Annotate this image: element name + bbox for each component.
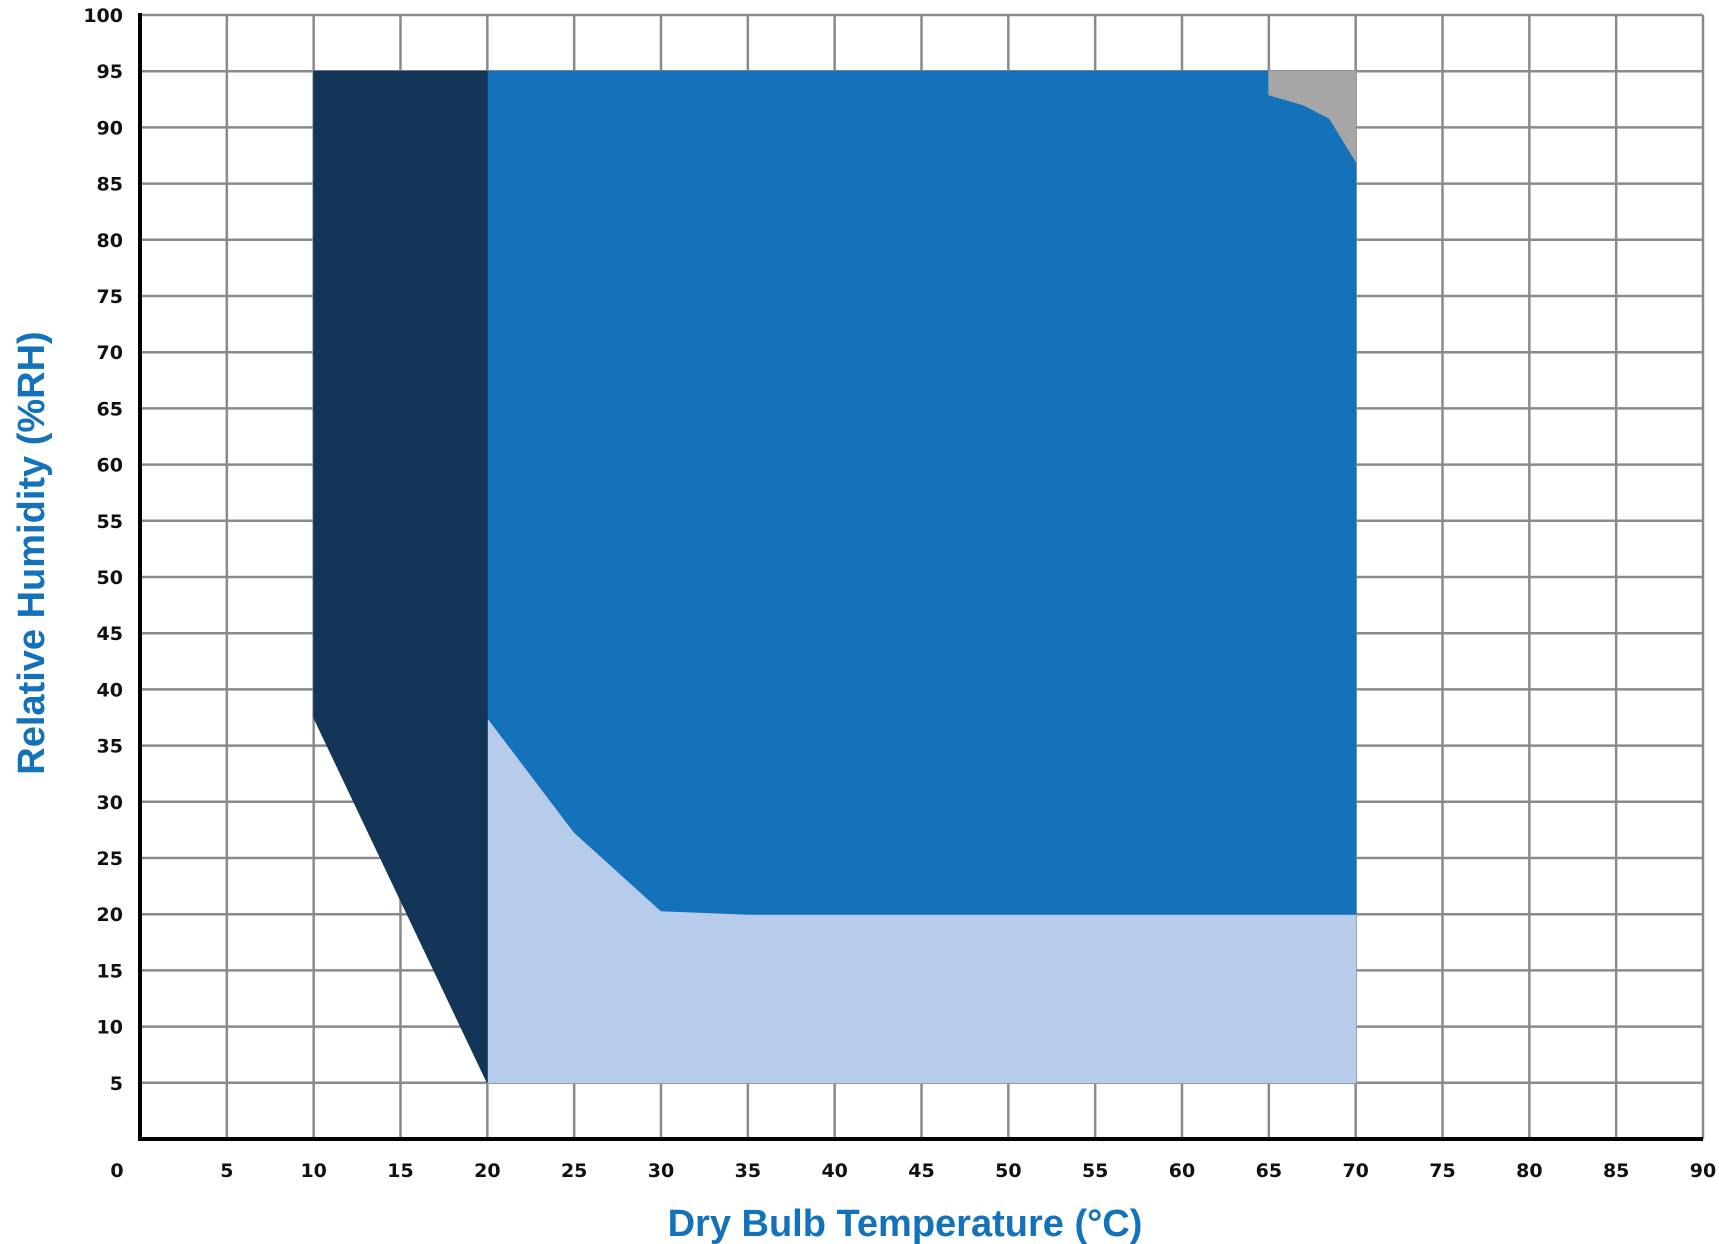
- x-tick-label-13: 65: [1256, 1160, 1282, 1182]
- y-tick-label-6: 35: [97, 736, 123, 758]
- x-tick-label-15: 75: [1429, 1160, 1455, 1182]
- x-tick-label-18: 90: [1690, 1160, 1716, 1182]
- y-tick-label-3: 20: [97, 904, 123, 926]
- y-tick-label-0: 5: [110, 1073, 123, 1095]
- x-tick-label-6: 30: [648, 1160, 674, 1182]
- x-tick-label-3: 15: [387, 1160, 413, 1182]
- x-axis-title: Dry Bulb Temperature (°C): [668, 1203, 1143, 1244]
- y-tick-label-15: 80: [97, 230, 123, 252]
- operating-region-1: [486, 70, 1357, 915]
- y-tick-label-8: 45: [97, 623, 123, 645]
- x-tick-label-2: 10: [300, 1160, 326, 1182]
- y-tick-label-11: 60: [97, 455, 123, 477]
- y-tick-label-1: 10: [97, 1017, 123, 1039]
- y-tick-label-7: 40: [97, 679, 123, 701]
- y-tick-label-4: 25: [97, 848, 123, 870]
- x-tick-label-5: 25: [561, 1160, 587, 1182]
- x-tick-label-8: 40: [821, 1160, 847, 1182]
- x-tick-label-17: 85: [1603, 1160, 1629, 1182]
- y-tick-label-17: 90: [97, 117, 123, 139]
- y-tick-label-10: 55: [97, 511, 123, 533]
- x-tick-label-4: 20: [474, 1160, 500, 1182]
- x-tick-labels: 0 5 10 15 20 25 30 35 40 45 50 55 60 65 70 75 80 85 90: [110, 1160, 1716, 1182]
- axes: [138, 13, 1703, 1141]
- x-tick-label-14: 70: [1342, 1160, 1368, 1182]
- y-tick-labels: 5 10 15 20 25 30 35 40 45 50 55 60 65 70 75 80 85 90 95 100: [83, 5, 123, 1095]
- y-tick-label-16: 85: [97, 174, 123, 196]
- y-tick-label-18: 95: [97, 61, 123, 83]
- y-axis-title: Relative Humidity (%RH): [11, 331, 53, 774]
- y-tick-label-12: 65: [97, 398, 123, 420]
- x-tick-label-10: 50: [995, 1160, 1021, 1182]
- regions: [313, 70, 1357, 1084]
- x-tick-label-11: 55: [1082, 1160, 1108, 1182]
- operating-region-3: [313, 70, 488, 1084]
- x-tick-label-0: 0: [110, 1160, 123, 1182]
- x-tick-label-9: 45: [908, 1160, 934, 1182]
- y-tick-label-19: 100: [83, 5, 123, 27]
- x-tick-label-16: 80: [1516, 1160, 1542, 1182]
- y-tick-label-13: 70: [97, 342, 123, 364]
- y-tick-label-5: 30: [97, 792, 123, 814]
- y-tick-label-9: 50: [97, 567, 123, 589]
- operating-region-2: [1268, 70, 1357, 163]
- x-tick-label-12: 60: [1169, 1160, 1195, 1182]
- x-tick-label-1: 5: [220, 1160, 233, 1182]
- y-tick-label-14: 75: [97, 286, 123, 308]
- x-tick-label-7: 35: [735, 1160, 761, 1182]
- y-tick-label-2: 15: [97, 960, 123, 982]
